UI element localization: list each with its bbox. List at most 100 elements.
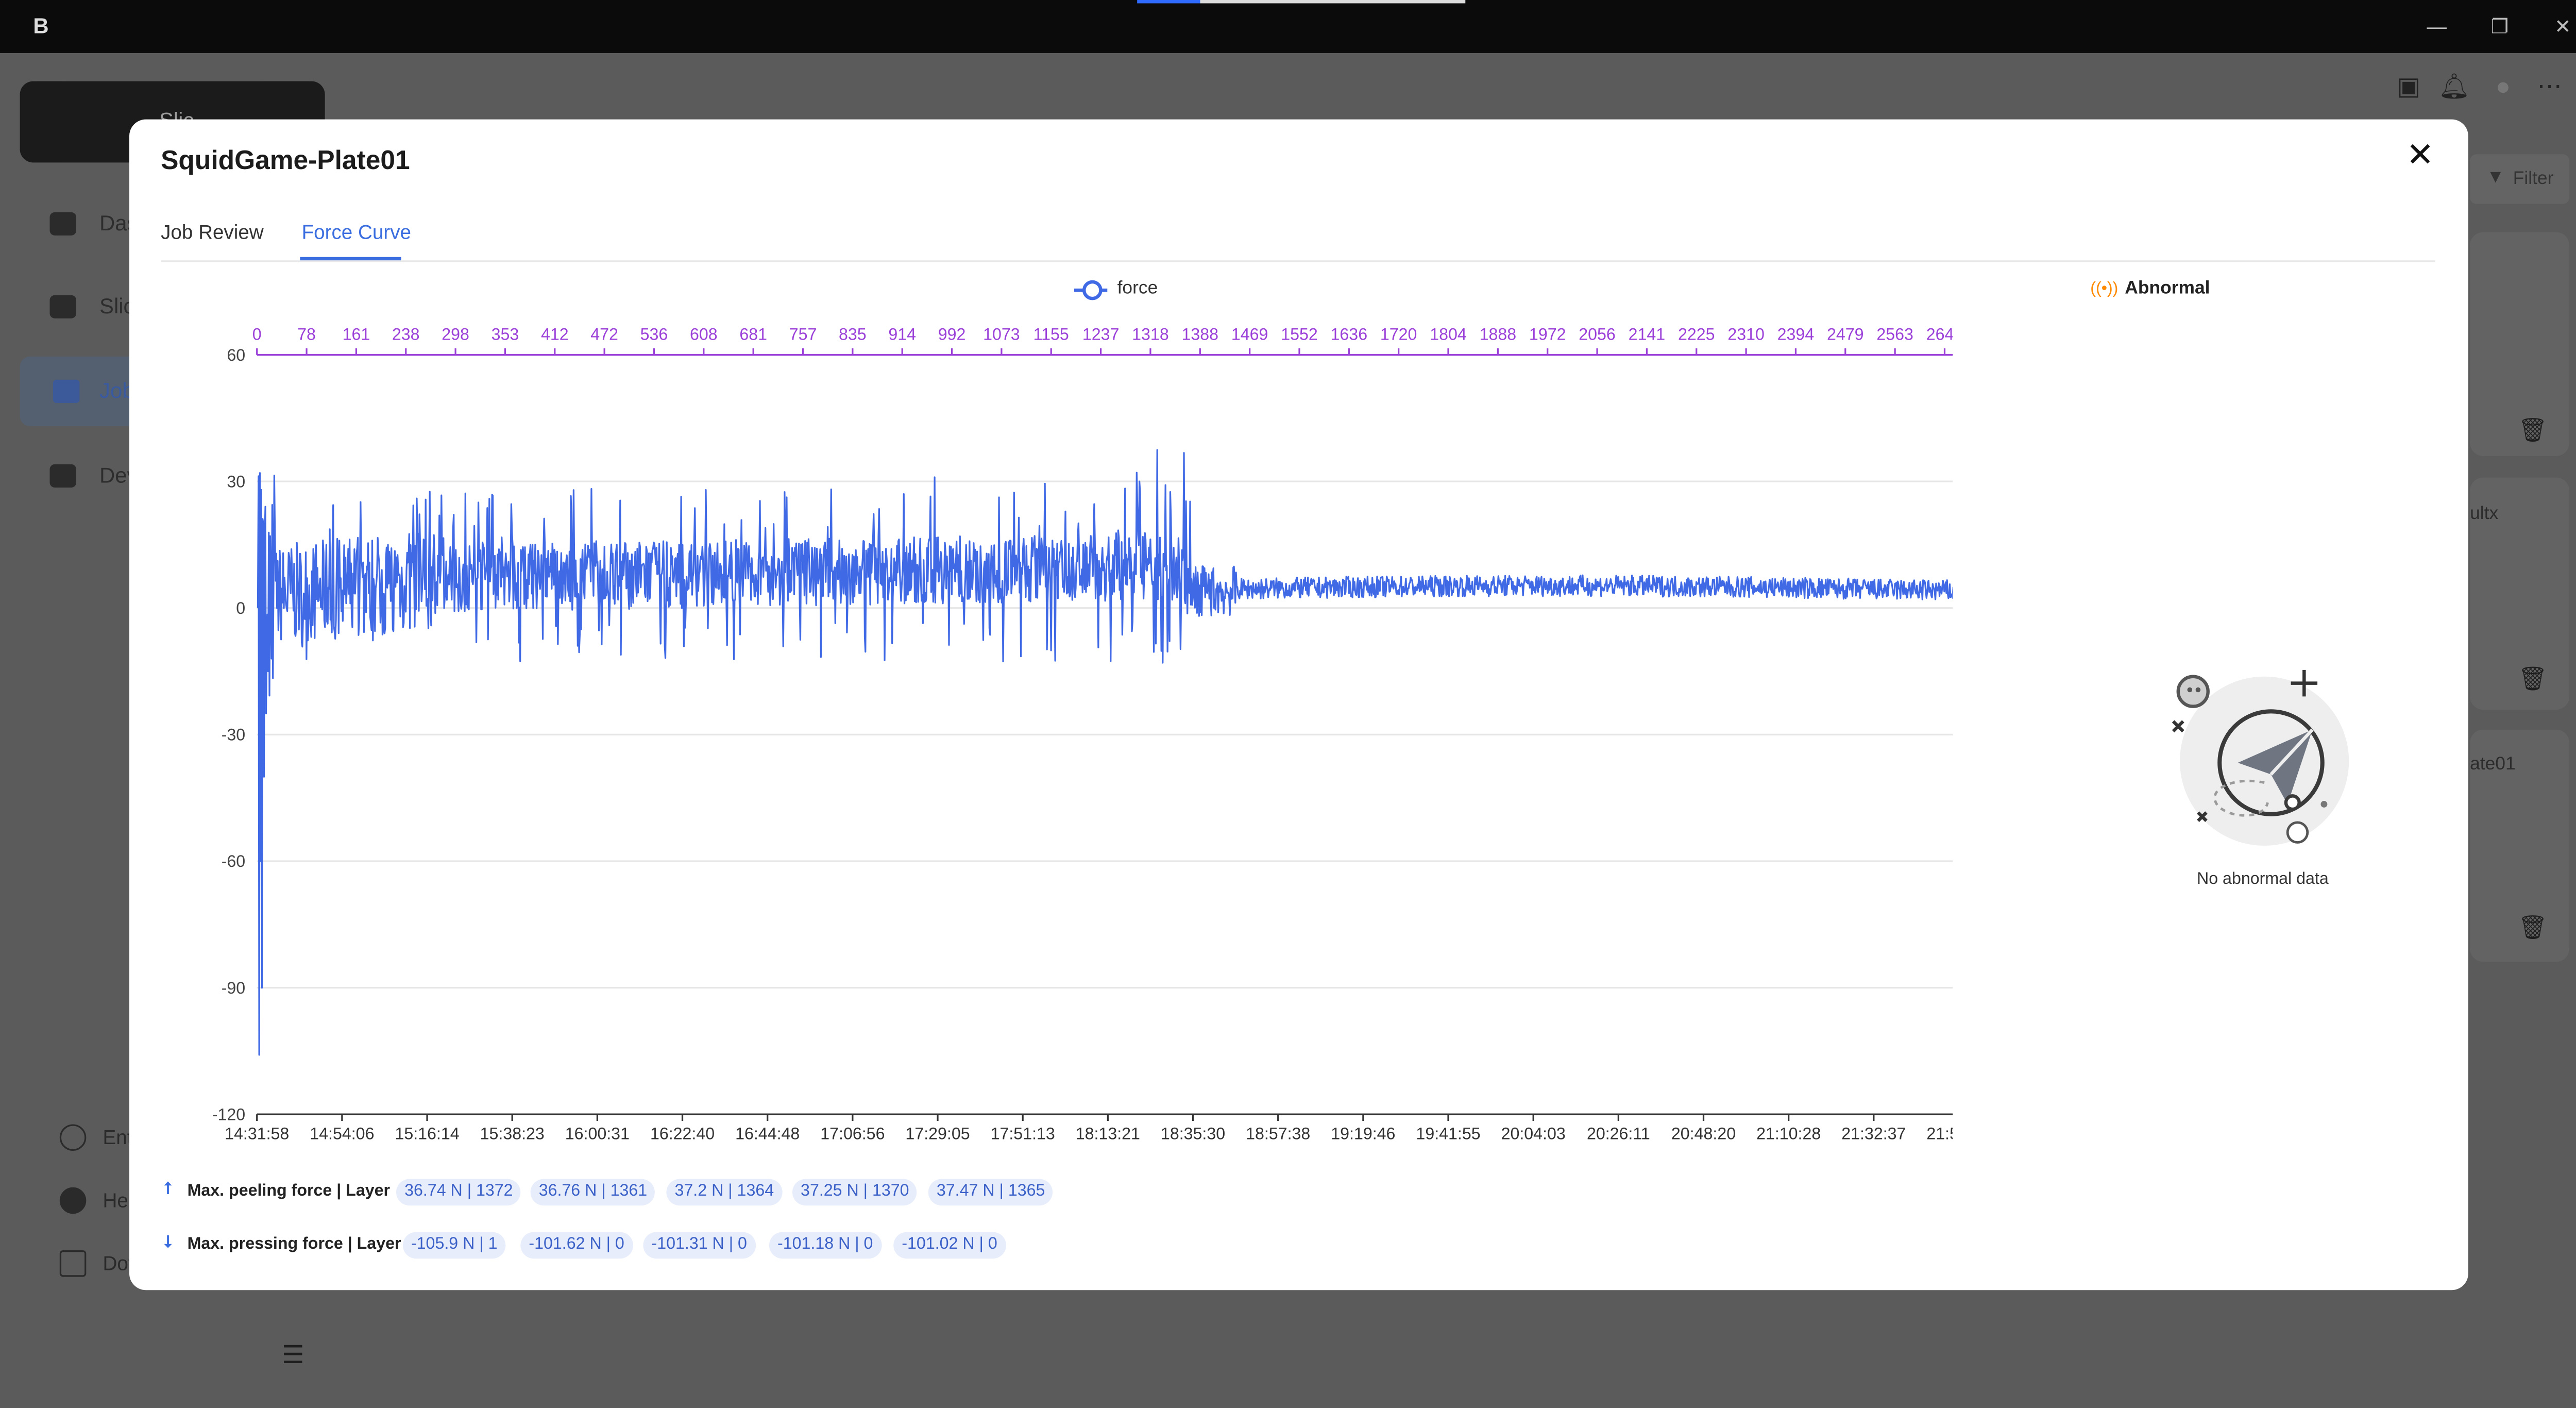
close-window-icon[interactable]: ✕ <box>2554 14 2571 39</box>
sidebar-item-slice[interactable]: Slic <box>49 290 149 323</box>
tab-job-review[interactable]: Job Review <box>161 220 264 244</box>
y-tick-label: -120 <box>212 1105 245 1124</box>
peeling-chip: 36.76 N | 1361 <box>530 1179 656 1206</box>
force-curve-dialog: SquidGame-Plate01 ✕ Job Review Force Cur… <box>129 119 2468 1290</box>
list-icon <box>53 379 80 403</box>
trash-icon[interactable]: 🗑︎ <box>2518 913 2548 941</box>
top-tick-label: 608 <box>690 325 718 344</box>
trash-icon[interactable]: 🗑︎ <box>2518 665 2548 692</box>
max-peeling-label: Max. peeling force | Layer <box>187 1182 391 1201</box>
pressing-chip: -105.9 N | 1 <box>402 1232 506 1259</box>
x-tick-label: 17:06:56 <box>820 1124 885 1143</box>
job-card[interactable] <box>2470 477 2570 710</box>
x-tick-label: 16:44:48 <box>735 1124 800 1143</box>
x-tick-label: 21:10:28 <box>1756 1124 1821 1143</box>
x-tick-label: 18:57:38 <box>1246 1124 1310 1143</box>
top-tick-label: 1804 <box>1430 325 1467 344</box>
x-tick-label: 18:13:21 <box>1076 1124 1140 1143</box>
pressing-chip: -101.18 N | 0 <box>769 1232 882 1259</box>
y-tick-label: 0 <box>236 599 245 617</box>
minimize-icon[interactable]: — <box>2427 14 2447 39</box>
peeling-chip: 36.74 N | 1372 <box>396 1179 521 1206</box>
no-abnormal-message: No abnormal data <box>2196 870 2329 889</box>
top-tick-label: 1155 <box>1033 325 1069 344</box>
top-tick-label: 1720 <box>1380 325 1417 344</box>
top-tick-label: 536 <box>640 325 668 344</box>
dashboard-icon <box>49 212 77 236</box>
x-tick-label: 16:22:40 <box>650 1124 715 1143</box>
top-tick-label: 1972 <box>1529 325 1566 344</box>
trash-icon[interactable]: 🗑︎ <box>2518 416 2548 443</box>
top-tick-label: 1469 <box>1231 325 1268 344</box>
legend-label: force <box>1117 278 1158 299</box>
tab-indicator-active <box>1137 0 1200 4</box>
dialog-title: SquidGame-Plate01 <box>161 147 410 176</box>
tab-indicator <box>1200 0 1466 4</box>
upload-icon: ⭡ <box>164 1180 172 1199</box>
job-card[interactable] <box>2470 232 2570 456</box>
collapse-sidebar-icon[interactable]: ☰ <box>281 1341 304 1370</box>
pressing-chip: -101.62 N | 0 <box>520 1232 633 1259</box>
x-tick-label: 20:26:11 <box>1587 1124 1650 1143</box>
top-tick-label: 2644 <box>1926 325 1953 344</box>
top-tick-label: 161 <box>343 325 370 344</box>
x-tick-label: 19:19:46 <box>1331 1124 1395 1143</box>
pressing-chip: -101.31 N | 0 <box>643 1232 756 1259</box>
top-tick-label: 298 <box>442 325 469 344</box>
peeling-chip: 37.2 N | 1364 <box>666 1179 783 1206</box>
top-tick-label: 2563 <box>1876 325 1913 344</box>
top-tick-label: 835 <box>839 325 867 344</box>
sidebar-item-label: Slic <box>99 293 134 319</box>
bell-icon[interactable]: 🔔︎ <box>2438 73 2470 102</box>
top-tick-label: 2225 <box>1678 325 1715 344</box>
y-tick-label: -90 <box>222 979 245 997</box>
filter-button[interactable]: ▼ Filter <box>2470 154 2570 204</box>
top-tick-label: 1318 <box>1132 325 1169 344</box>
x-tick-label: 20:48:20 <box>1671 1124 1736 1143</box>
top-tick-label: 353 <box>492 325 519 344</box>
top-tick-label: 1073 <box>983 325 1020 344</box>
restore-icon[interactable]: ❐ <box>2490 14 2509 39</box>
legend-marker-icon <box>1082 280 1103 300</box>
x-tick-label: 17:29:05 <box>905 1124 970 1143</box>
monitor-icon <box>59 1250 87 1277</box>
peeling-chip: 37.47 N | 1365 <box>928 1179 1054 1206</box>
filter-label: Filter <box>2513 169 2554 189</box>
plus-circle-icon <box>59 1124 87 1151</box>
help-icon <box>59 1187 87 1214</box>
top-tick-label: 472 <box>590 325 618 344</box>
top-tick-label: 992 <box>938 325 966 344</box>
x-tick-label: 14:31:58 <box>225 1124 289 1143</box>
broadcast-icon: ((•)) <box>2090 280 2119 299</box>
x-tick-label: 21:54:45 <box>1926 1124 1953 1143</box>
top-tick-label: 78 <box>297 325 316 344</box>
top-tick-label: 1388 <box>1182 325 1219 344</box>
top-tick-label: 681 <box>739 325 767 344</box>
more-icon[interactable]: ⋯ <box>2537 73 2562 102</box>
y-tick-label: 60 <box>227 346 245 364</box>
job-card[interactable] <box>2470 729 2570 962</box>
feedback-icon[interactable]: ▣ <box>2397 73 2420 102</box>
close-icon[interactable]: ✕ <box>2406 138 2434 174</box>
top-tick-label: 2056 <box>1579 325 1616 344</box>
tab-force-curve[interactable]: Force Curve <box>301 220 412 244</box>
app-logo-icon: B <box>33 13 49 39</box>
download-icon: ⭣ <box>164 1233 172 1252</box>
peeling-chip: 37.25 N | 1370 <box>792 1179 918 1206</box>
y-tick-label: -30 <box>222 726 245 744</box>
title-bar: B — ❐ ✕ <box>0 0 2576 53</box>
top-tick-label: 1552 <box>1281 325 1318 344</box>
bottom-item-label: Hel <box>103 1188 133 1212</box>
pressing-chip: -101.02 N | 0 <box>893 1232 1006 1259</box>
x-tick-label: 19:41:55 <box>1416 1124 1480 1143</box>
active-tab-underline <box>300 257 401 261</box>
y-tick-label: 30 <box>227 472 245 491</box>
avatar[interactable]: ● <box>2495 73 2511 102</box>
x-tick-label: 14:54:06 <box>310 1124 374 1143</box>
x-tick-label: 20:04:03 <box>1501 1124 1566 1143</box>
top-tick-label: 1888 <box>1480 325 1517 344</box>
max-pressing-label: Max. pressing force | Layer <box>187 1235 401 1254</box>
top-tick-label: 2310 <box>1727 325 1765 344</box>
bottom-item-label: Ent <box>103 1126 133 1149</box>
